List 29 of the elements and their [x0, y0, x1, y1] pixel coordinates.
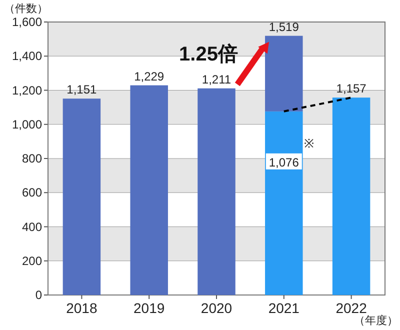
annotation: 1.25倍	[179, 42, 238, 66]
y-axis-title: （件数）	[4, 3, 48, 15]
data-label: 1,157	[336, 82, 367, 96]
x-axis-title: （年度）	[354, 314, 398, 327]
bar	[332, 98, 370, 295]
x-tick-label: 2021	[268, 300, 300, 316]
bar	[265, 111, 303, 295]
data-label: 1,076	[268, 155, 300, 170]
y-tick-label: 1,200	[12, 83, 42, 98]
y-tick-label: 400	[22, 220, 42, 234]
x-tick-label: 2018	[66, 300, 98, 316]
bar	[62, 98, 101, 295]
y-tick-label: 1,000	[12, 117, 42, 132]
data-label: 1,151	[66, 82, 98, 97]
y-tick-label: 600	[22, 186, 42, 200]
bar	[130, 85, 168, 295]
y-tick-label: 1,400	[12, 49, 42, 64]
x-tick-label: 2019	[134, 300, 165, 316]
total-label: 1,519	[268, 20, 300, 34]
y-tick-label: 0	[35, 288, 42, 302]
data-label: 1,211	[202, 72, 232, 86]
x-tick-label: 2022	[336, 300, 368, 316]
x-tick-label: 2020	[200, 300, 232, 316]
y-tick-label: 800	[22, 152, 42, 166]
bar	[198, 88, 236, 295]
y-tick-label: 200	[22, 254, 42, 268]
annotation: ※	[304, 136, 314, 150]
y-tick-label: 1,600	[12, 15, 42, 29]
data-label: 1,229	[134, 69, 164, 84]
